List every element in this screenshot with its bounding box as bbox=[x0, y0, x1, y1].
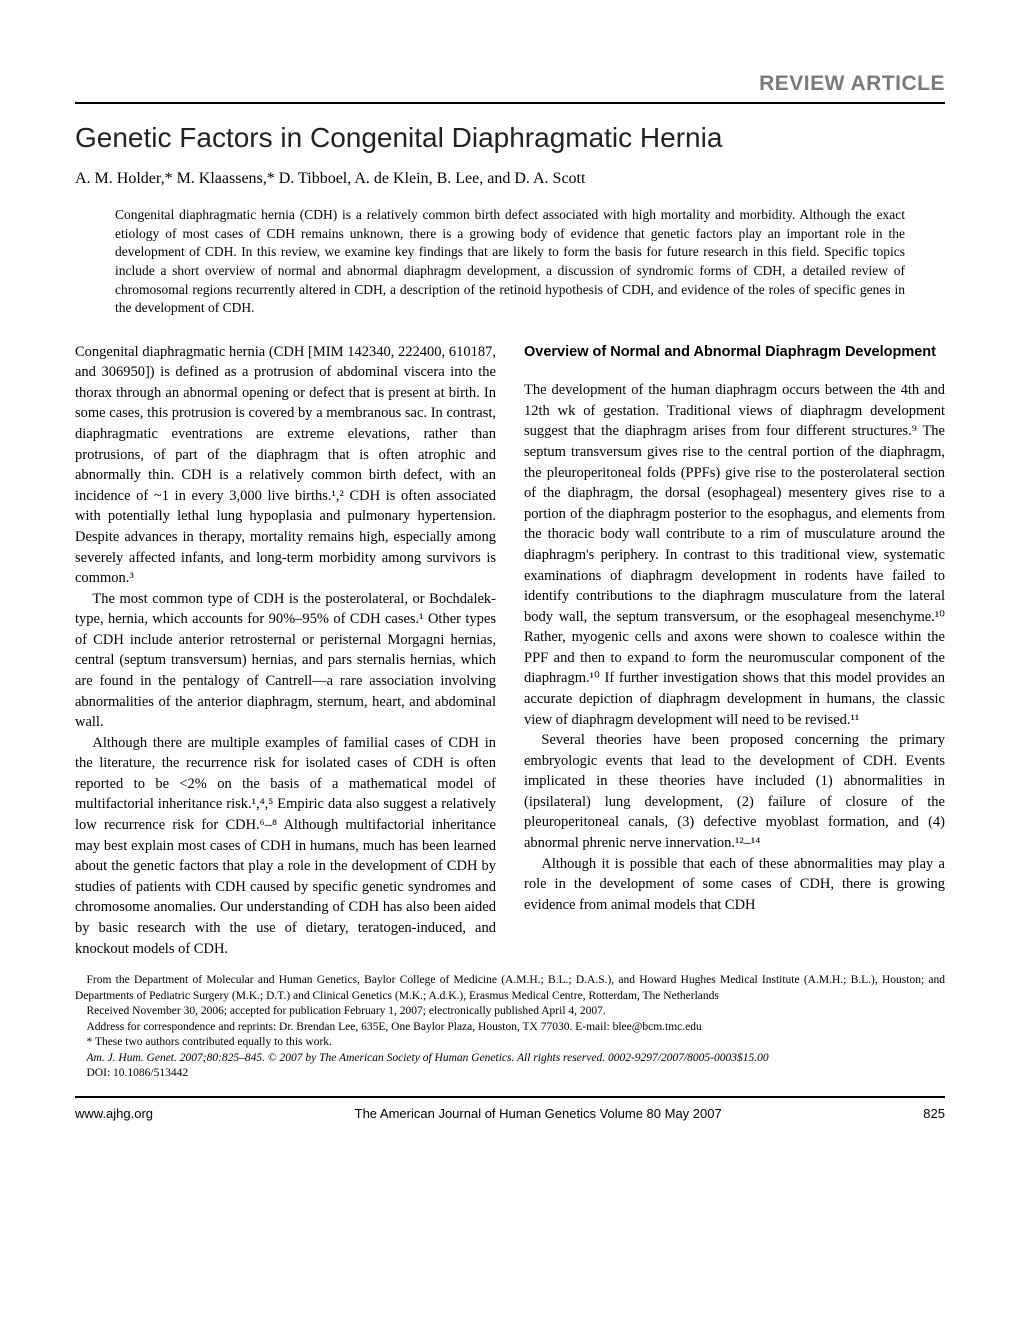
body-paragraph: Although there are multiple examples of … bbox=[75, 733, 496, 959]
right-column: Overview of Normal and Abnormal Diaphrag… bbox=[524, 342, 945, 959]
body-paragraph: The development of the human diaphragm o… bbox=[524, 380, 945, 730]
footer-url: www.ajhg.org bbox=[75, 1106, 153, 1121]
article-type-label: REVIEW ARTICLE bbox=[75, 72, 945, 104]
journal-citation: Am. J. Hum. Genet. 2007;80:825–845. © 20… bbox=[75, 1051, 945, 1067]
left-column: Congenital diaphragmatic hernia (CDH [MI… bbox=[75, 342, 496, 959]
section-heading: Overview of Normal and Abnormal Diaphrag… bbox=[524, 342, 945, 363]
author-list: A. M. Holder,* M. Klaassens,* D. Tibboel… bbox=[75, 170, 945, 188]
doi-line: DOI: 10.1086/513442 bbox=[75, 1066, 945, 1082]
body-paragraph: Although it is possible that each of the… bbox=[524, 854, 945, 916]
footer-page-number: 825 bbox=[923, 1106, 945, 1121]
body-paragraph: The most common type of CDH is the poste… bbox=[75, 589, 496, 733]
equal-contribution-note: * These two authors contributed equally … bbox=[75, 1035, 945, 1051]
body-paragraph: Congenital diaphragmatic hernia (CDH [MI… bbox=[75, 342, 496, 589]
received-note: Received November 30, 2006; accepted for… bbox=[75, 1004, 945, 1020]
affiliation-note: From the Department of Molecular and Hum… bbox=[75, 973, 945, 1004]
body-columns: Congenital diaphragmatic hernia (CDH [MI… bbox=[75, 342, 945, 959]
footer-journal: The American Journal of Human Genetics V… bbox=[355, 1106, 722, 1121]
page-footer: www.ajhg.org The American Journal of Hum… bbox=[75, 1096, 945, 1121]
abstract-text: Congenital diaphragmatic hernia (CDH) is… bbox=[115, 206, 905, 318]
body-paragraph: Several theories have been proposed conc… bbox=[524, 730, 945, 853]
footnotes-block: From the Department of Molecular and Hum… bbox=[75, 973, 945, 1082]
correspondence-note: Address for correspondence and reprints:… bbox=[75, 1020, 945, 1036]
article-title: Genetic Factors in Congenital Diaphragma… bbox=[75, 122, 945, 154]
